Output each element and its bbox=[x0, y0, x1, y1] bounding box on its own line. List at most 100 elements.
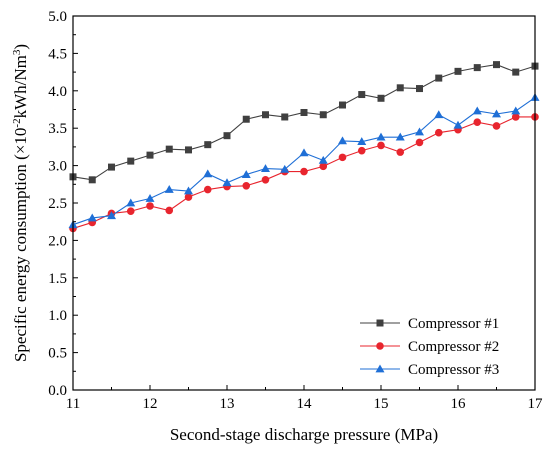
series-compressor-2 bbox=[69, 113, 539, 233]
data-point bbox=[223, 132, 231, 140]
data-point bbox=[280, 164, 290, 173]
data-point bbox=[435, 74, 443, 82]
data-point bbox=[473, 64, 481, 72]
data-point bbox=[454, 67, 462, 75]
y-tick-label: 5.0 bbox=[48, 9, 67, 25]
data-point bbox=[318, 155, 328, 164]
data-point bbox=[262, 111, 269, 119]
data-point bbox=[300, 108, 308, 116]
data-point bbox=[472, 106, 482, 115]
series-compressor-1 bbox=[69, 61, 539, 184]
data-point bbox=[511, 106, 521, 115]
data-point bbox=[492, 122, 501, 130]
x-axis-label: Second-stage discharge pressure (MPa) bbox=[170, 425, 438, 444]
data-point bbox=[185, 146, 192, 154]
data-point bbox=[108, 163, 115, 171]
data-point bbox=[281, 113, 289, 121]
data-point bbox=[146, 151, 154, 159]
y-tick-label: 0.5 bbox=[48, 346, 67, 362]
y-tick-label: 1.5 bbox=[48, 271, 67, 287]
data-point bbox=[145, 194, 155, 202]
data-point bbox=[415, 127, 424, 136]
data-point bbox=[203, 185, 212, 194]
legend-marker bbox=[375, 364, 385, 373]
y-tick-label: 0.0 bbox=[48, 383, 67, 399]
legend-label: Compressor #3 bbox=[408, 362, 499, 378]
data-point bbox=[204, 141, 212, 149]
data-point bbox=[242, 115, 250, 123]
data-point bbox=[357, 146, 366, 155]
y-tick-label: 2.5 bbox=[48, 196, 67, 212]
data-point bbox=[492, 109, 501, 118]
data-point bbox=[165, 206, 174, 215]
data-point bbox=[87, 213, 97, 222]
y-axis-label-prefix: Specific energy consumption (×10 bbox=[11, 128, 30, 362]
data-point bbox=[338, 153, 347, 162]
y-tick-label: 3.0 bbox=[48, 159, 67, 175]
data-point bbox=[473, 118, 482, 127]
data-point bbox=[396, 148, 405, 156]
data-point bbox=[88, 176, 96, 184]
data-point bbox=[396, 84, 404, 92]
x-tick-label: 13 bbox=[220, 396, 235, 412]
x-tick-label: 11 bbox=[66, 396, 80, 412]
x-tick-label: 17 bbox=[528, 396, 544, 412]
data-point bbox=[107, 211, 116, 220]
y-axis-label-middle: kWh/Nm bbox=[11, 55, 30, 118]
legend: Compressor #1 Compressor #2 Compressor #3 bbox=[360, 316, 499, 378]
series-compressor-3 bbox=[68, 93, 540, 229]
data-point bbox=[146, 202, 154, 210]
data-point bbox=[395, 132, 405, 141]
data-point bbox=[165, 145, 173, 153]
data-point bbox=[261, 164, 270, 172]
y-tick-label: 2.0 bbox=[48, 233, 67, 249]
data-point bbox=[242, 181, 251, 190]
y-axis-label: Specific energy consumption (×10-2kWh/Nm… bbox=[11, 44, 30, 362]
legend-marker bbox=[376, 319, 384, 327]
legend-item: Compressor #3 bbox=[360, 362, 499, 378]
y-axis-label-suffix: ) bbox=[11, 44, 30, 50]
data-point bbox=[319, 111, 327, 119]
data-point bbox=[184, 193, 193, 201]
y-tick-label: 3.5 bbox=[48, 121, 67, 137]
data-point bbox=[127, 157, 135, 165]
y-axis-label-exp1: -2 bbox=[11, 118, 23, 127]
series-layer bbox=[68, 61, 540, 233]
legend-item: Compressor #1 bbox=[360, 316, 499, 332]
data-point bbox=[434, 128, 443, 137]
data-point bbox=[300, 167, 308, 176]
series-line bbox=[72, 64, 536, 181]
data-point bbox=[358, 91, 366, 99]
data-point bbox=[339, 101, 346, 109]
data-point bbox=[416, 85, 423, 93]
axis-layer: 11 12 13 14 15 16 17 0.0 0.5 1.0 1.5 2.0 2.5 3.0 3.5 4.… bbox=[48, 9, 543, 412]
data-point bbox=[222, 178, 232, 187]
data-point bbox=[184, 186, 193, 195]
data-point bbox=[241, 170, 251, 178]
x-tick-label: 15 bbox=[374, 396, 389, 412]
data-point bbox=[377, 141, 385, 150]
legend-label: Compressor #1 bbox=[408, 316, 499, 332]
data-point bbox=[493, 61, 500, 69]
data-point bbox=[377, 94, 385, 102]
data-point bbox=[203, 169, 213, 178]
series-line bbox=[72, 97, 536, 226]
data-point bbox=[319, 162, 328, 171]
data-point bbox=[434, 110, 444, 119]
y-axis-label-exp2: 3 bbox=[11, 49, 23, 55]
data-point bbox=[511, 113, 520, 121]
data-point bbox=[299, 148, 309, 157]
data-point bbox=[512, 68, 520, 76]
data-point bbox=[357, 137, 367, 146]
data-point bbox=[126, 198, 136, 207]
data-point bbox=[126, 207, 135, 216]
x-tick-label: 14 bbox=[297, 396, 313, 412]
legend-label: Compressor #2 bbox=[408, 339, 499, 355]
data-point bbox=[164, 185, 174, 193]
data-point bbox=[376, 132, 386, 141]
y-tick-label: 4.0 bbox=[48, 84, 67, 100]
data-point bbox=[453, 120, 463, 129]
data-point bbox=[415, 138, 424, 147]
legend-marker bbox=[376, 342, 384, 350]
